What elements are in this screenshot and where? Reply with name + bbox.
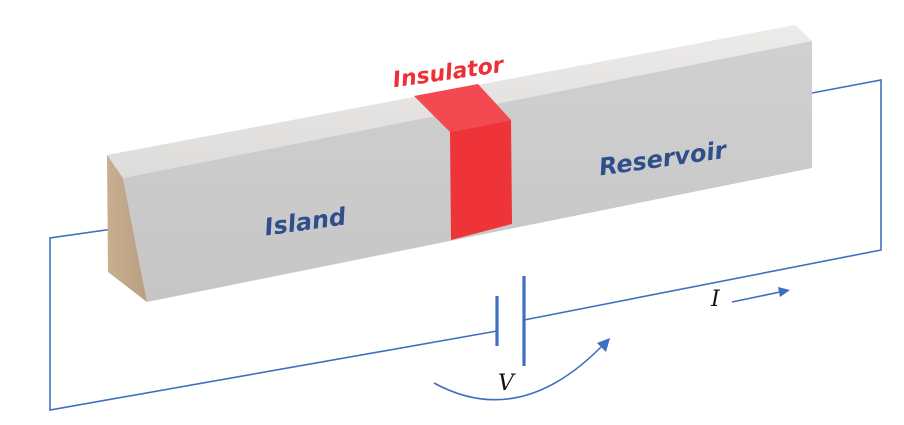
current-arrow-head	[778, 287, 790, 297]
current-label: I	[710, 287, 721, 312]
wire-right	[523, 79, 882, 321]
insulator-front-face	[450, 120, 512, 240]
voltage-arrow-head	[597, 338, 610, 352]
voltage-label: V	[498, 371, 516, 396]
current-arrow	[731, 291, 781, 303]
insulator-top-face	[414, 84, 511, 132]
wire-left	[49, 227, 498, 411]
bar-end-face	[107, 155, 147, 302]
voltage-arrow	[433, 344, 604, 401]
